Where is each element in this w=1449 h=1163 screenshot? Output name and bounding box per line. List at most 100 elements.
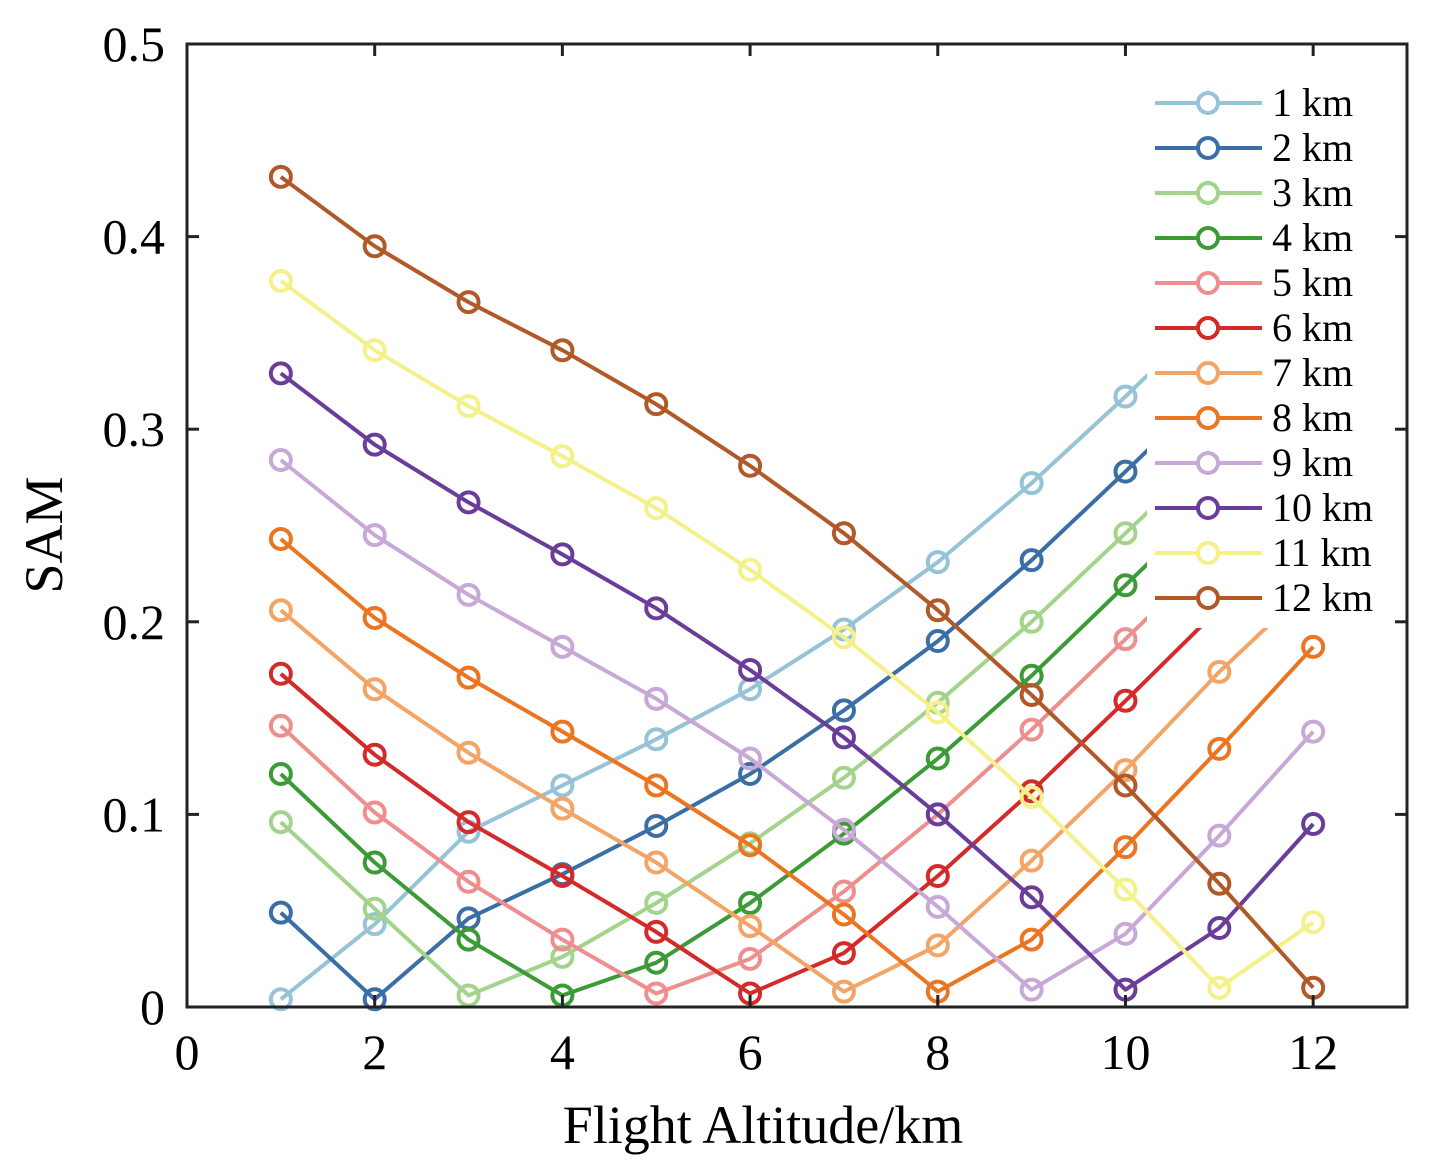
y-tick-label: 0.4 (103, 209, 166, 265)
data-point (1113, 459, 1138, 484)
x-tick-label: 2 (362, 1024, 387, 1080)
ticks-layer: 0 2 4 6 8 10 12 0 0.1 0.2 0.3 0.4 0.5 (103, 16, 1407, 1080)
data-point (1019, 885, 1044, 910)
series-8 (268, 526, 1326, 1004)
legend-item: 5 km (1155, 260, 1353, 305)
legend-item: 9 km (1155, 440, 1353, 485)
data-point (268, 661, 293, 686)
data-point (268, 900, 293, 925)
data-point (268, 987, 293, 1012)
data-point (268, 361, 293, 386)
data-point (831, 521, 856, 546)
data-point (1301, 634, 1326, 659)
data-point (1207, 736, 1232, 761)
data-point (456, 582, 481, 607)
data-point (268, 164, 293, 189)
x-tick-label: 6 (738, 1024, 763, 1080)
data-point (1019, 548, 1044, 573)
data-point (738, 833, 763, 858)
data-point (456, 810, 481, 835)
data-point (644, 950, 669, 975)
series-line (279, 175, 1315, 990)
legend-marker (1196, 226, 1220, 250)
data-point (1019, 848, 1044, 873)
data-point (925, 933, 950, 958)
x-tick-label: 8 (925, 1024, 950, 1080)
legend-label: 4 km (1272, 215, 1353, 260)
legend-label: 2 km (1272, 125, 1353, 170)
legend-marker (1196, 91, 1220, 115)
data-point (550, 944, 575, 969)
data-point (550, 338, 575, 363)
data-point (1113, 521, 1138, 546)
data-point (550, 864, 575, 889)
data-point (456, 290, 481, 315)
x-axis-title: Flight Altitude/km (563, 1095, 964, 1155)
legend-item: 7 km (1155, 350, 1353, 395)
data-point (925, 550, 950, 575)
legend-label: 6 km (1272, 305, 1353, 350)
legend-marker (1196, 406, 1220, 430)
series-line (279, 537, 1315, 994)
data-point (268, 526, 293, 551)
x-tick-label: 10 (1100, 1024, 1150, 1080)
data-point (456, 394, 481, 419)
data-point (738, 657, 763, 682)
series-line (279, 458, 1315, 992)
data-point (362, 896, 387, 921)
data-point (1019, 471, 1044, 496)
data-point (456, 927, 481, 952)
data-point (1207, 916, 1232, 941)
legend-label: 12 km (1272, 575, 1373, 620)
series-line (279, 358, 1315, 998)
legend-label: 3 km (1272, 170, 1353, 215)
data-point (1207, 975, 1232, 1000)
data-point (644, 727, 669, 752)
legend-marker (1196, 496, 1220, 520)
data-point (831, 625, 856, 650)
series-line (279, 292, 1315, 1002)
y-axis-title: SAM (14, 476, 74, 593)
data-point (362, 912, 387, 937)
data-point (1019, 609, 1044, 634)
data-point (644, 773, 669, 798)
data-point (925, 802, 950, 827)
data-point (831, 979, 856, 1004)
data-point (1207, 659, 1232, 684)
data-point (362, 800, 387, 825)
data-point (1113, 627, 1138, 652)
y-tick-label: 0.5 (103, 16, 166, 72)
data-point (925, 746, 950, 771)
data-point (550, 444, 575, 469)
data-point (1113, 384, 1138, 409)
legend-marker (1196, 586, 1220, 610)
legend-label: 11 km (1272, 530, 1372, 575)
data-point (1301, 910, 1326, 935)
data-point (1207, 871, 1232, 896)
legend-item: 3 km (1155, 170, 1353, 215)
data-point (1113, 758, 1138, 783)
data-point (644, 890, 669, 915)
data-point (1301, 719, 1326, 744)
data-point (831, 725, 856, 750)
legend-item: 11 km (1155, 530, 1372, 575)
data-point (831, 879, 856, 904)
series-line (279, 279, 1315, 990)
data-point (362, 432, 387, 457)
data-point (456, 490, 481, 515)
data-point (268, 598, 293, 623)
data-point (831, 902, 856, 927)
data-point (738, 946, 763, 971)
data-point (268, 761, 293, 786)
data-point (268, 448, 293, 473)
data-point (1113, 877, 1138, 902)
legend-item: 10 km (1155, 485, 1373, 530)
legend-label: 10 km (1272, 485, 1373, 530)
data-point (738, 890, 763, 915)
data-point (831, 941, 856, 966)
legend-label: 7 km (1272, 350, 1353, 395)
legend-item: 12 km (1155, 575, 1373, 620)
data-point (644, 850, 669, 875)
data-point (644, 981, 669, 1006)
